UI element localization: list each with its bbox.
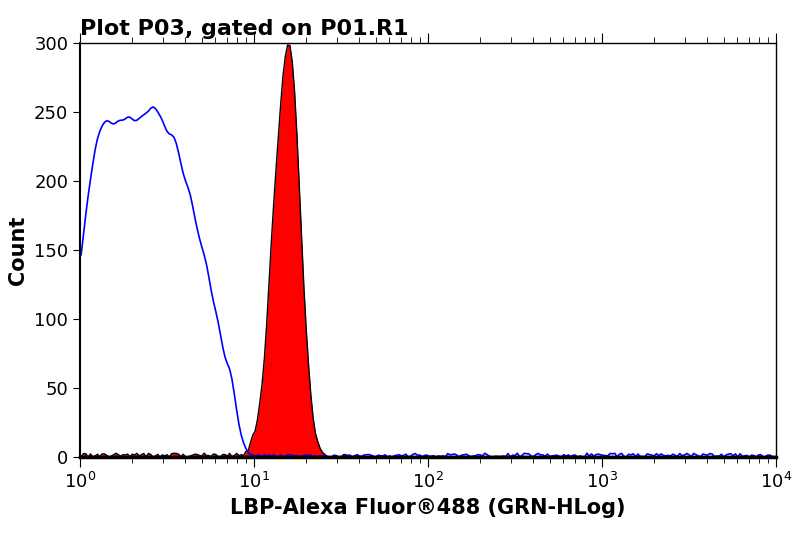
Y-axis label: Count: Count [8,216,28,285]
X-axis label: LBP-Alexa Fluor®488 (GRN-HLog): LBP-Alexa Fluor®488 (GRN-HLog) [230,498,626,518]
Text: Plot P03, gated on P01.R1: Plot P03, gated on P01.R1 [80,19,409,39]
